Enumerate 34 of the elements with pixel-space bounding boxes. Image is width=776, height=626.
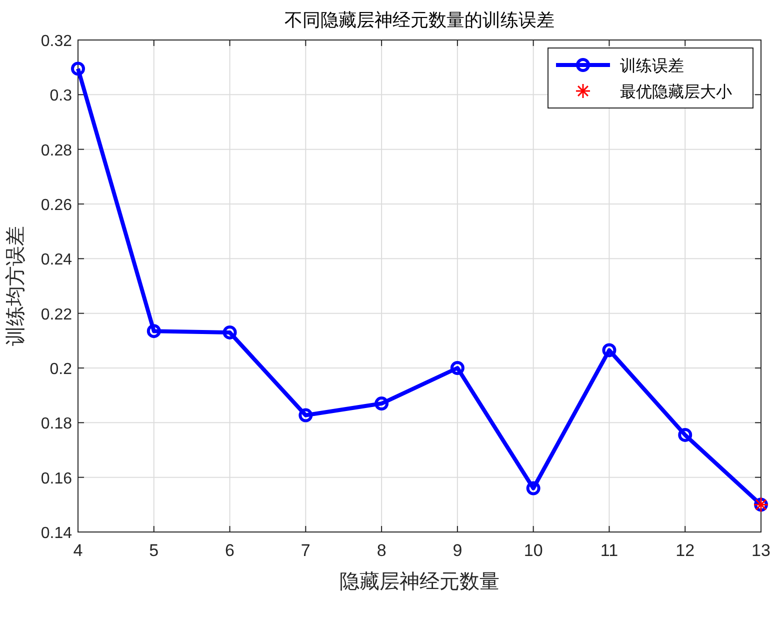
point (146, 324, 161, 338)
x-tick-label: 9 (452, 541, 462, 560)
x-tick-label: 13 (752, 541, 770, 560)
x-tick-label: 4 (73, 541, 83, 560)
y-tick-label: 0.32 (40, 33, 72, 50)
point (374, 396, 389, 411)
y-tick-label: 0.18 (40, 416, 72, 433)
y-tick-label: 0.22 (40, 306, 72, 324)
x-tick-label: 11 (600, 541, 618, 560)
y-axis-title: 训练均方误差 (4, 226, 27, 346)
y-tick-label: 0.14 (40, 525, 72, 542)
point (222, 325, 237, 340)
legend-label: 训练误差 (620, 57, 684, 75)
legend-label: 最优隐藏层大小 (620, 83, 732, 101)
point (450, 361, 464, 375)
y-tick-label: 0.26 (40, 197, 72, 214)
point (298, 408, 313, 422)
x-axis-title: 隐藏层神经元数量 (340, 571, 500, 593)
y-tick-label: 0.2 (50, 361, 72, 378)
x-tick-label: 8 (376, 541, 386, 560)
y-tick-label: 0.3 (50, 88, 72, 105)
x-tick-label: 12 (676, 541, 695, 560)
x-tick-label: 7 (300, 541, 310, 560)
point (678, 428, 692, 442)
point (526, 481, 540, 496)
x-tick-label: 6 (225, 541, 235, 560)
point (71, 62, 85, 76)
chart-title: 不同隐藏层神经元数量的训练误差 (284, 10, 554, 30)
y-tick-label: 0.28 (40, 142, 72, 160)
y-tick-label: 0.16 (40, 470, 72, 488)
point (602, 343, 616, 358)
x-tick-label: 10 (524, 541, 543, 560)
y-tick-label: 0.24 (40, 252, 72, 269)
x-tick-label: 5 (149, 541, 159, 560)
